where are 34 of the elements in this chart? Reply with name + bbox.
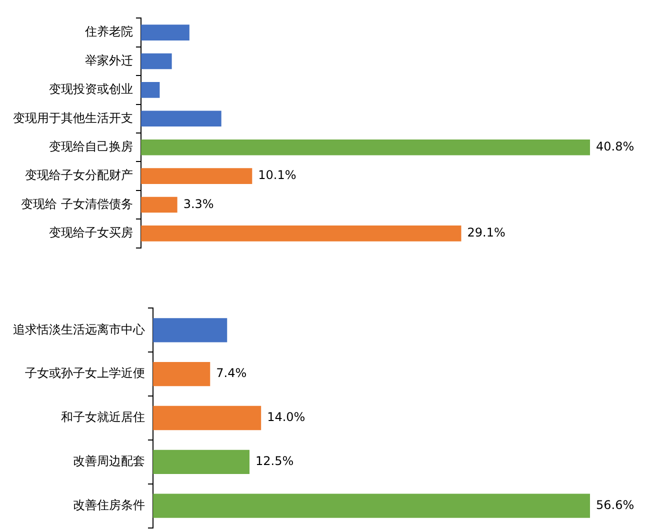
- bar: [153, 494, 590, 518]
- bar: [141, 24, 190, 40]
- y-tick-label: 变现给自己换房: [49, 139, 133, 154]
- data-label: 14.0%: [267, 410, 306, 424]
- y-tick-label: 变现给 子女清偿债务: [21, 196, 133, 211]
- y-tick-label: 追求恬淡生活远离市中心: [13, 322, 145, 336]
- y-tick-label: 变现给子女买房: [49, 226, 133, 240]
- bar: [153, 362, 210, 386]
- bar: [141, 110, 222, 127]
- bar: [141, 196, 178, 213]
- y-tick-label: 改善住房条件: [73, 498, 145, 512]
- y-tick-label: 和子女就近居住: [61, 410, 145, 424]
- bar: [153, 450, 250, 474]
- data-label: 40.8%: [596, 139, 634, 154]
- bar: [141, 82, 160, 98]
- y-tick-label: 变现给子女分配财产: [25, 168, 133, 182]
- bar: [141, 168, 252, 184]
- bar: [153, 318, 228, 342]
- data-label: 7.4%: [216, 366, 247, 380]
- data-label: 29.1%: [467, 226, 506, 240]
- bar: [141, 226, 462, 242]
- y-tick-label: 举家外迁: [85, 53, 133, 68]
- y-tick-label: 住养老院: [84, 24, 133, 39]
- y-tick-label: 子女或孙子女上学近便: [25, 366, 145, 380]
- bar: [153, 406, 262, 430]
- bar: [141, 139, 590, 156]
- y-tick-label: 变现用于其他生活开支: [13, 110, 133, 125]
- data-label: 3.3%: [183, 196, 214, 211]
- bar: [141, 53, 172, 70]
- y-tick-label: 改善周边配套: [73, 454, 145, 468]
- data-label: 56.6%: [596, 498, 634, 512]
- data-label: 12.5%: [256, 454, 294, 468]
- y-tick-label: 变现投资或创业: [49, 82, 133, 96]
- data-label: 10.1%: [258, 168, 296, 182]
